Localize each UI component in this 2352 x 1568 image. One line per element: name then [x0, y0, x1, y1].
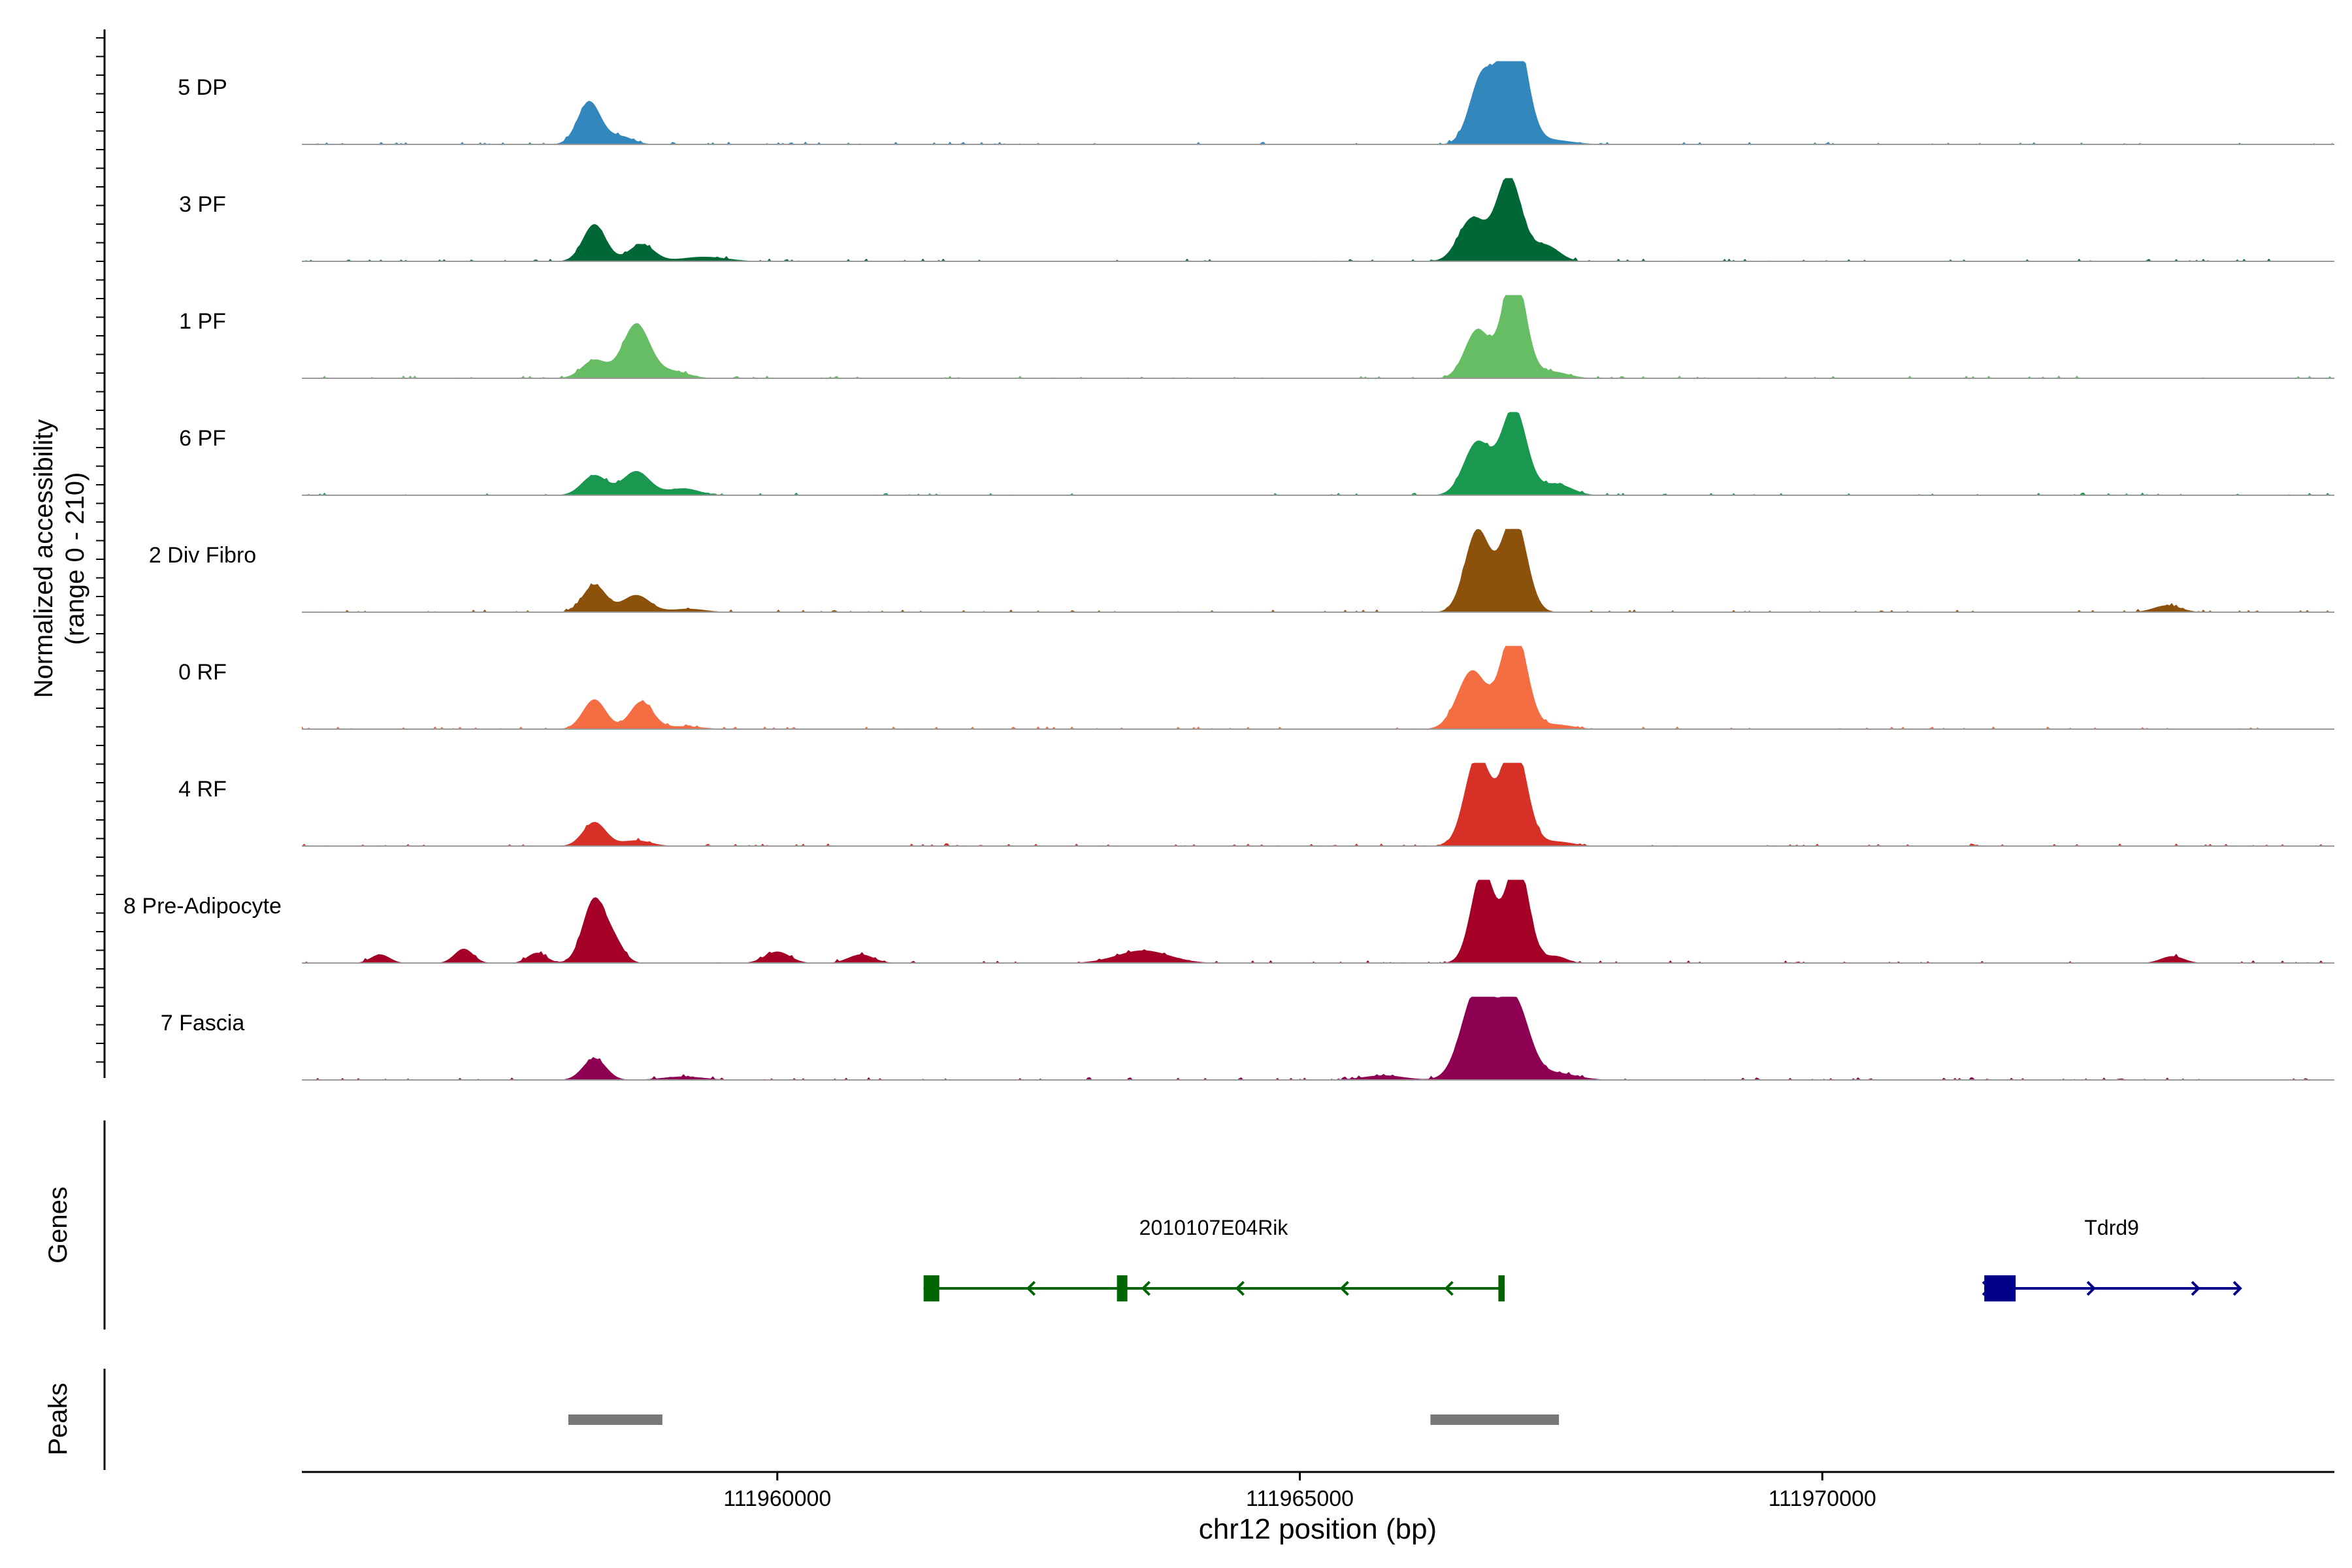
gene-label: 2010107E04Rik — [1139, 1216, 1289, 1239]
track-area — [302, 879, 2334, 963]
gene-strand-arrow — [1141, 1281, 1151, 1296]
track-7-fascia: 7 Fascia — [161, 996, 2334, 1081]
track-area — [302, 996, 2334, 1080]
gene-strand-arrow — [1444, 1281, 1454, 1296]
gene-strand-arrow — [1339, 1281, 1349, 1296]
peak-regions — [568, 1414, 1560, 1425]
track-area — [302, 61, 2334, 144]
gene-annotations: 2010107E04Rik Tdrd9 — [923, 1216, 2242, 1301]
gene-label: Tdrd9 — [2084, 1216, 2139, 1239]
track-2-div-fibro: 2 Div Fibro — [149, 529, 2334, 613]
track-label: 1 PF — [179, 309, 226, 334]
track-area — [302, 762, 2334, 846]
peak-region-bar — [568, 1414, 662, 1425]
peaks-track-label: Peaks — [44, 1382, 73, 1455]
y-axis-label-line1: Normalized accessibility — [29, 419, 58, 698]
track-label: 5 DP — [178, 75, 227, 100]
track-area — [302, 295, 2334, 378]
x-axis-ticks: 111960000 111965000 111970000 — [723, 1472, 1876, 1511]
track-3-pf: 3 PF — [179, 178, 2334, 262]
gene-tdrd9: Tdrd9 — [1982, 1216, 2242, 1301]
track-label: 0 RF — [178, 660, 227, 685]
x-axis-label: chr12 position (bp) — [1199, 1513, 1437, 1545]
y-axis-label: Normalized accessibility (range 0 - 210) — [29, 419, 90, 698]
track-8-pre-adipocyte: 8 Pre-Adipocyte — [123, 879, 2334, 964]
track-label: 8 Pre-Adipocyte — [123, 894, 282, 919]
track-label: 7 Fascia — [161, 1011, 245, 1036]
track-label: 2 Div Fibro — [149, 543, 256, 568]
gene-strand-arrow — [1235, 1281, 1245, 1296]
gene-strand-arrow — [2086, 1281, 2096, 1296]
track-area — [302, 412, 2334, 495]
gene-strand-arrow — [2191, 1281, 2200, 1296]
track-label: 6 PF — [179, 426, 226, 451]
coverage-tracks: 5 DP 3 PF 1 PF 6 PF 2 Div Fibro 0 RF 4 RF 8 Pre… — [123, 61, 2334, 1081]
gene-strand-arrow — [1982, 1281, 1991, 1296]
track-0-rf: 0 RF — [178, 645, 2334, 730]
gene-strand-arrow — [1026, 1281, 1036, 1296]
track-1-pf: 1 PF — [179, 295, 2334, 379]
x-axis-tick-label: 111970000 — [1769, 1486, 1876, 1511]
track-area — [302, 529, 2334, 612]
gene-2010107e04rik: 2010107E04Rik — [923, 1216, 1505, 1301]
track-label: 4 RF — [178, 777, 227, 802]
x-axis-tick-label: 111960000 — [723, 1486, 831, 1511]
track-area — [302, 178, 2334, 261]
track-5-dp: 5 DP — [178, 61, 2334, 145]
gene-exon — [1498, 1275, 1505, 1301]
y-axis-label-line2: (range 0 - 210) — [61, 472, 90, 645]
coverage-axis-ticks — [96, 37, 105, 1063]
genes-track-label: Genes — [44, 1186, 73, 1264]
gene-exon — [923, 1275, 939, 1301]
gene-exon — [1117, 1275, 1128, 1301]
peak-region-bar — [1430, 1414, 1560, 1425]
x-axis-tick-label: 111965000 — [1246, 1486, 1354, 1511]
gene-strand-arrow — [2232, 1281, 2242, 1296]
track-6-pf: 6 PF — [179, 412, 2334, 496]
track-label: 3 PF — [179, 192, 226, 217]
track-area — [302, 645, 2334, 729]
track-4-rf: 4 RF — [178, 762, 2334, 847]
